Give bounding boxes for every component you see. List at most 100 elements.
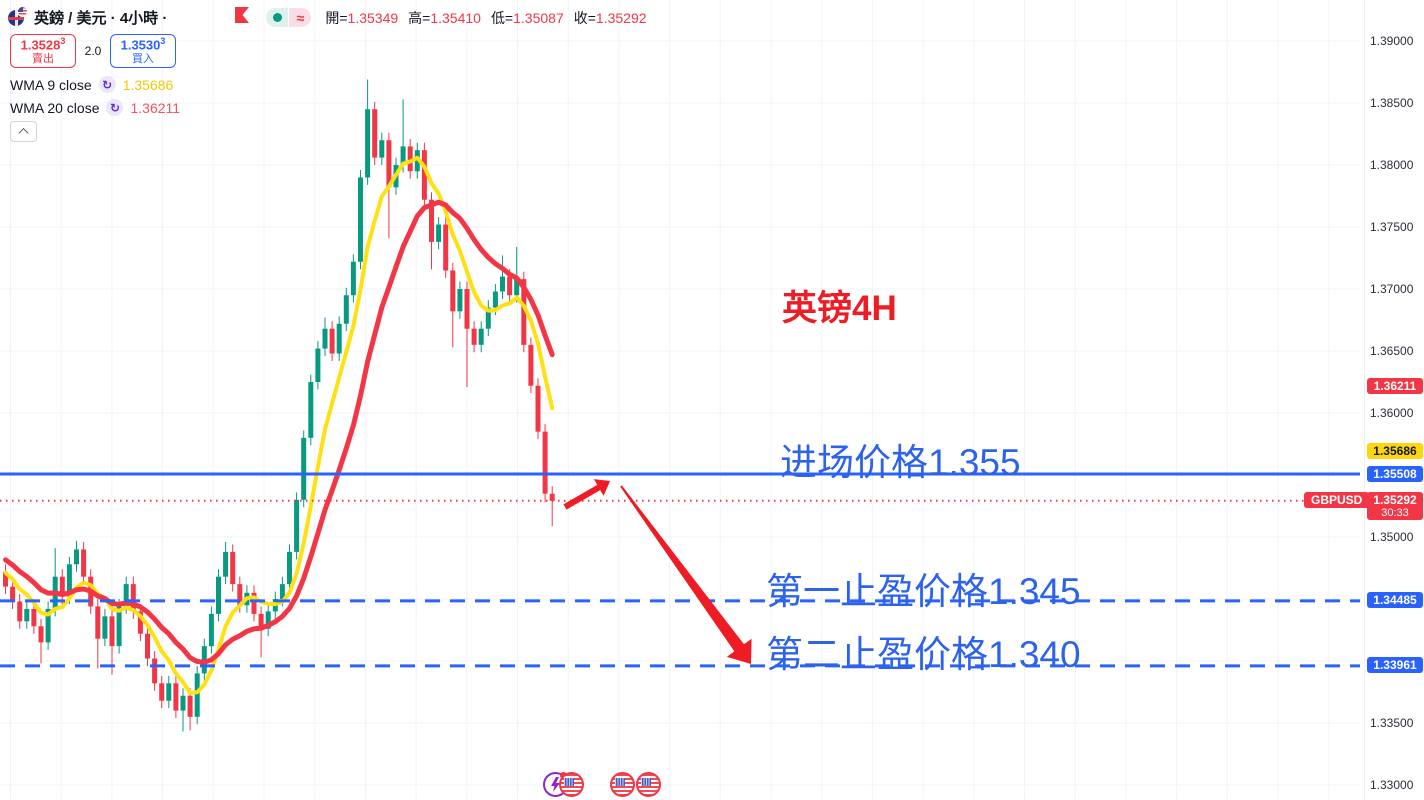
collapse-legend-button[interactable] <box>10 121 37 142</box>
candle <box>464 289 470 329</box>
sell-button[interactable]: 1.35283 賣出 <box>10 34 76 68</box>
axis-tick-label: 1.33000 <box>1370 777 1414 792</box>
candle <box>95 606 101 639</box>
last-price-badge[interactable]: 1.35292 30:33 <box>1367 491 1423 521</box>
buy-button[interactable]: 1.35303 買入 <box>110 34 176 68</box>
axis-tick-label: 1.33500 <box>1370 716 1414 730</box>
indicator-name[interactable]: WMA 9 close <box>10 76 92 93</box>
buy-signal-dot-icon <box>266 8 289 27</box>
tp1-line-badge[interactable]: 1.34485 <box>1367 592 1423 609</box>
candle <box>159 683 165 701</box>
refresh-icon[interactable]: ↻ <box>98 76 116 93</box>
entry-line-badge[interactable]: 1.35508 <box>1367 465 1423 482</box>
candle <box>74 549 79 565</box>
candle <box>152 658 158 684</box>
candle <box>130 584 136 612</box>
candle <box>549 493 555 501</box>
projection-down-arrow[interactable] <box>620 485 752 664</box>
candle <box>350 261 356 296</box>
tp1-price-label[interactable]: 第一止盈价格1.345 <box>766 571 1081 612</box>
approx-signal-icon: ≈ <box>289 8 312 27</box>
wma20-line[interactable] <box>3 199 555 665</box>
us-flag-icon <box>559 772 584 797</box>
candle <box>336 323 342 354</box>
chart-header: 英鎊 / 美元 · 4小時 · ≈ 開=1.35349 高=1.35410 低=1.… <box>8 5 647 28</box>
candle <box>471 328 477 345</box>
candle <box>450 270 456 312</box>
axis-tick-label: 1.37500 <box>1370 220 1414 235</box>
candle <box>31 608 37 627</box>
candle <box>166 683 172 701</box>
candle <box>3 571 8 587</box>
candle <box>457 289 463 312</box>
candle <box>528 344 534 386</box>
candle <box>173 683 179 711</box>
usd-event-icon[interactable] <box>636 772 661 797</box>
candle <box>258 613 264 629</box>
candle <box>223 551 229 577</box>
axis-tick-label: 1.38000 <box>1370 158 1414 173</box>
candle <box>421 150 427 200</box>
candle <box>216 576 221 614</box>
indicator-name[interactable]: WMA 20 close <box>10 99 100 116</box>
candle <box>116 606 122 647</box>
candle <box>230 551 236 585</box>
small-reversal-arrow[interactable] <box>563 479 611 510</box>
candle <box>81 549 87 577</box>
candle <box>180 695 186 711</box>
candle <box>251 592 257 614</box>
usd-event-icon[interactable] <box>559 772 584 797</box>
axis-tick-label: 1.35000 <box>1370 530 1414 544</box>
candle <box>429 199 434 242</box>
flag-marker-icon[interactable] <box>235 7 250 28</box>
candle <box>507 276 513 296</box>
axis-tick-label: 1.36500 <box>1370 344 1414 359</box>
candle <box>109 616 115 647</box>
candle <box>17 601 23 622</box>
tp2-line-badge[interactable]: 1.33961 <box>1367 657 1423 674</box>
ohlc-低: 低=1.35087 <box>490 9 564 26</box>
axis-tick-label: 1.36000 <box>1370 406 1414 421</box>
candle <box>329 328 335 354</box>
bar-countdown: 30:33 <box>1381 506 1409 519</box>
indicator-row-wma-20-close: WMA 20 close ↻ 1.36211 <box>10 99 180 116</box>
candle <box>45 608 51 643</box>
usd-event-icon[interactable] <box>610 772 635 797</box>
candle <box>500 276 505 292</box>
price-chart-canvas[interactable] <box>0 0 1364 800</box>
candle <box>265 611 271 629</box>
candle <box>521 279 527 345</box>
candle <box>294 499 300 552</box>
candle <box>279 584 285 600</box>
candle <box>514 279 520 296</box>
candle <box>38 626 44 643</box>
ohlc-高: 高=1.35410 <box>408 9 481 26</box>
candle <box>145 633 150 659</box>
refresh-icon[interactable]: ↻ <box>106 99 124 116</box>
entry-price-label[interactable]: 进场价格1.355 <box>780 442 1021 483</box>
candle <box>400 146 406 166</box>
candle <box>315 348 321 383</box>
indicator-value: 1.35686 <box>122 76 174 93</box>
candle <box>436 224 442 242</box>
ohlc-開: 開=1.35349 <box>325 9 399 26</box>
wma20-price-badge[interactable]: 1.36211 <box>1367 378 1423 395</box>
wma9-price-badge[interactable]: 1.35686 <box>1367 443 1423 460</box>
candle <box>542 431 548 494</box>
candle <box>237 584 243 606</box>
spread-value: 2.0 <box>84 44 102 58</box>
tp2-price-label[interactable]: 第二止盈价格1.340 <box>766 634 1081 675</box>
candle <box>194 673 200 717</box>
price-axis[interactable]: 1.39000 1.38500 1.38000 1.37500 1.37000 1.365… <box>1364 0 1424 800</box>
symbol-price-flag: GBPUSD <box>1304 491 1370 508</box>
symbol-title[interactable]: 英鎊 / 美元 · 4小時 · <box>34 10 168 27</box>
candle <box>123 584 129 607</box>
candle <box>358 177 363 262</box>
signal-legend-pills[interactable]: ≈ <box>266 8 312 27</box>
candle <box>322 328 328 349</box>
candle <box>535 385 541 432</box>
candle <box>407 146 413 172</box>
gbpusd-flag-icon <box>8 5 28 28</box>
pair-timeframe-label[interactable]: 英镑4H <box>782 289 897 328</box>
